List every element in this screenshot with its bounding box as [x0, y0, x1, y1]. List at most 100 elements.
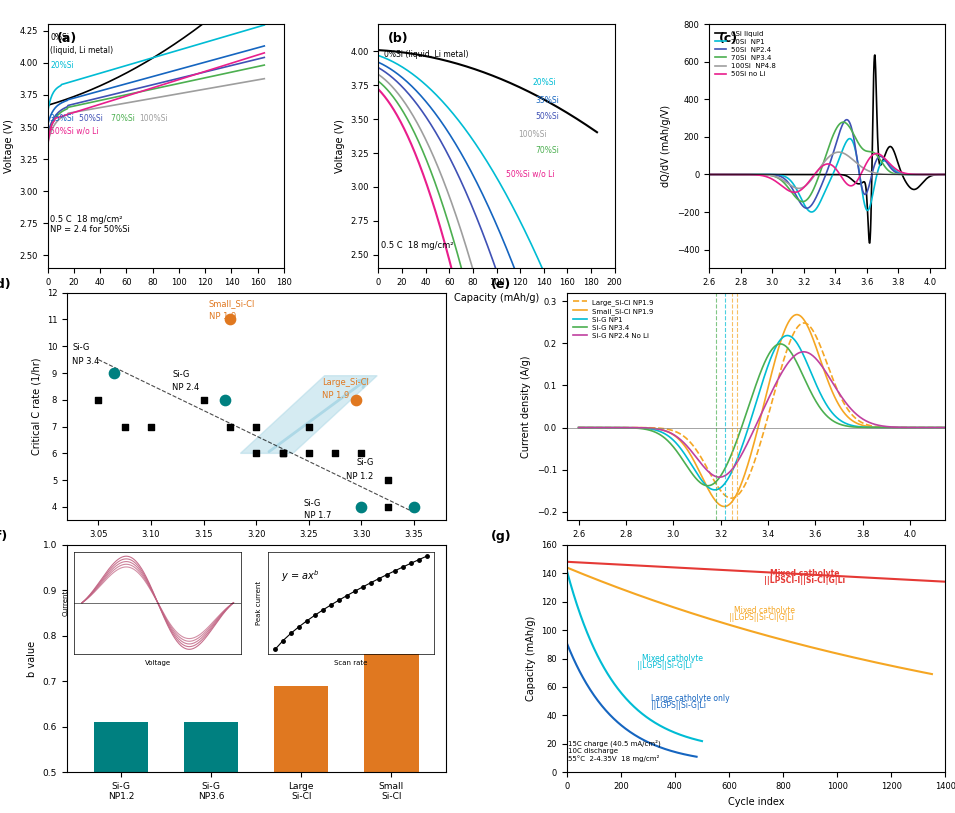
Text: (f): (f)	[0, 530, 9, 543]
Text: NP 2.4: NP 2.4	[172, 384, 200, 393]
Point	[275, 447, 290, 460]
Small_Si-Cl NP1.9	[875, 423, 886, 433]
Small_Si-Cl NP1.9	[748, 440, 759, 450]
Text: 20%Si: 20%Si	[51, 61, 74, 70]
Y-axis label: Voltage (V): Voltage (V)	[4, 120, 13, 173]
Small_Si-Cl NP1.9	[793, 310, 804, 320]
Small_Si-Cl NP1.9	[718, 502, 730, 511]
Text: (e): (e)	[491, 278, 511, 291]
Large_Si-Cl NP1.9	[932, 423, 944, 433]
Si-G NP3.4	[793, 361, 804, 371]
X-axis label: V_end (V): V_end (V)	[233, 545, 280, 555]
X-axis label: Voltage (V): Voltage (V)	[730, 545, 783, 554]
Bar	[274, 686, 329, 813]
Si-G NP1	[793, 341, 804, 350]
X-axis label: Cycle index: Cycle index	[728, 797, 784, 806]
Y-axis label: Critical C rate (1/hr): Critical C rate (1/hr)	[32, 358, 41, 455]
Point	[301, 420, 316, 433]
Small_Si-Cl NP1.9	[750, 432, 761, 441]
Si-G NP2.4 No Li	[792, 349, 803, 359]
Y-axis label: Capacity (mAh/g): Capacity (mAh/g)	[525, 616, 536, 701]
Point	[328, 447, 343, 460]
Text: (c): (c)	[719, 32, 738, 45]
Point	[275, 447, 290, 460]
Si-G NP2.4 No Li	[750, 421, 761, 431]
Point	[301, 447, 316, 460]
Text: 20%Si: 20%Si	[532, 78, 556, 87]
Line: Large_Si-Cl NP1.9: Large_Si-Cl NP1.9	[579, 323, 945, 498]
Text: 100%Si: 100%Si	[139, 114, 168, 123]
Si-G NP2.4 No Li	[714, 472, 726, 482]
Large_Si-Cl NP1.9	[875, 422, 886, 432]
Si-G NP1	[772, 338, 783, 348]
Si-G NP1	[750, 399, 761, 409]
Text: NP 1.9: NP 1.9	[209, 312, 236, 321]
Y-axis label: dQ/dV (mAh/g/V): dQ/dV (mAh/g/V)	[661, 105, 671, 188]
Point	[217, 393, 232, 406]
Legend: 0Si liquid, 20Si  NP1, 50Si  NP2.4, 70Si  NP3.4, 100Si  NP4.8, 50Si no Li: 0Si liquid, 20Si NP1, 50Si NP2.4, 70Si N…	[712, 28, 779, 80]
Text: ||LGPS||Si-G|Li: ||LGPS||Si-G|Li	[650, 702, 706, 711]
Point	[143, 420, 159, 433]
Bar	[365, 641, 418, 813]
Point	[91, 393, 106, 406]
Point	[248, 447, 264, 460]
Si-G NP1	[709, 485, 720, 495]
Legend: Large_Si-Cl NP1.9, Small_Si-Cl NP1.9, Si-G NP1, Si-G NP3.4, Si-G NP2.4 No Li: Large_Si-Cl NP1.9, Small_Si-Cl NP1.9, Si…	[570, 296, 657, 341]
Si-G NP1	[573, 423, 584, 433]
Point	[248, 420, 264, 433]
Text: Si-G: Si-G	[356, 459, 373, 467]
Point	[380, 501, 395, 514]
Text: 100%Si: 100%Si	[518, 130, 546, 139]
Text: ||LGPS||Si-G|Li: ||LGPS||Si-G|Li	[637, 662, 692, 671]
Bar	[94, 722, 148, 813]
Line: Si-G NP1: Si-G NP1	[579, 336, 945, 490]
Si-G NP2.4 No Li	[797, 347, 809, 357]
Text: 50%Si: 50%Si	[536, 112, 560, 121]
Si-G NP3.4	[702, 480, 713, 490]
Text: (b): (b)	[388, 32, 409, 45]
Small_Si-Cl NP1.9	[573, 423, 584, 433]
Large_Si-Cl NP1.9	[748, 459, 759, 469]
Text: 0%Si (liquid, Li metal): 0%Si (liquid, Li metal)	[384, 50, 469, 59]
Text: 70%Si: 70%Si	[111, 114, 137, 123]
Text: (a): (a)	[57, 32, 77, 45]
Y-axis label: Voltage (V): Voltage (V)	[334, 120, 345, 173]
Point	[349, 393, 364, 406]
Point	[117, 420, 133, 433]
X-axis label: Voltage (V): Voltage (V)	[800, 293, 855, 302]
Si-G NP1	[875, 423, 886, 433]
Text: Si-G: Si-G	[304, 498, 321, 507]
Small_Si-Cl NP1.9	[940, 423, 951, 433]
Small_Si-Cl NP1.9	[932, 423, 944, 433]
Text: 15C charge (40.5 mA/cm²)
10C discharge
55°C  2-4.35V  18 mg/cm²: 15C charge (40.5 mA/cm²) 10C discharge 5…	[568, 739, 661, 762]
Text: 35%Si: 35%Si	[51, 114, 76, 123]
Text: 50%Si w/o Li: 50%Si w/o Li	[506, 169, 555, 178]
Text: (d): (d)	[0, 278, 11, 291]
Si-G NP3.4	[750, 380, 761, 390]
Text: 50%Si: 50%Si	[79, 114, 105, 123]
Large_Si-Cl NP1.9	[798, 318, 810, 328]
Si-G NP3.4	[932, 423, 944, 433]
Point	[107, 367, 122, 380]
Text: Large_Si-Cl: Large_Si-Cl	[323, 378, 370, 387]
Y-axis label: b value: b value	[27, 641, 37, 676]
Large_Si-Cl NP1.9	[772, 376, 783, 385]
Text: (g): (g)	[491, 530, 512, 543]
Text: NP 1.7: NP 1.7	[304, 511, 331, 520]
Si-G NP3.4	[772, 340, 783, 350]
Si-G NP2.4 No Li	[748, 426, 759, 436]
Point	[196, 393, 211, 406]
Text: 0%Si: 0%Si	[51, 33, 70, 41]
X-axis label: Capacity (mAh/g): Capacity (mAh/g)	[123, 293, 208, 302]
Si-G NP3.4	[573, 423, 584, 433]
Text: Si-G: Si-G	[172, 370, 189, 379]
Polygon shape	[241, 376, 377, 454]
Si-G NP3.4	[748, 387, 759, 397]
Point	[223, 313, 238, 326]
Large_Si-Cl NP1.9	[940, 423, 951, 433]
Line: Si-G NP2.4 No Li: Si-G NP2.4 No Li	[579, 352, 945, 477]
Large_Si-Cl NP1.9	[792, 322, 803, 332]
Large_Si-Cl NP1.9	[726, 493, 737, 503]
Si-G NP3.4	[940, 423, 951, 433]
Small_Si-Cl NP1.9	[791, 310, 802, 320]
